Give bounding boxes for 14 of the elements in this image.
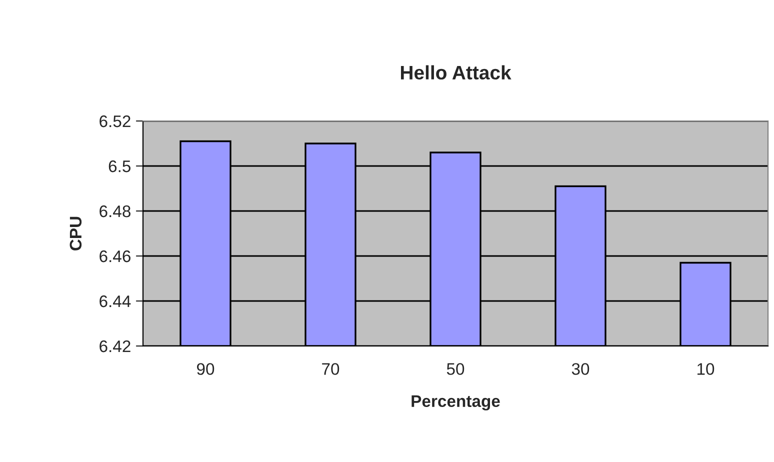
- y-tick-label: 6.44: [100, 295, 131, 308]
- x-axis-title: Percentage: [412, 395, 500, 410]
- y-tick-label: 6.52: [100, 115, 130, 128]
- x-tick-label: 90: [197, 363, 214, 375]
- chart-title: Hello Attack: [400, 65, 512, 80]
- y-tick-label: 6.48: [100, 205, 130, 218]
- x-tick-label: 30: [572, 363, 590, 375]
- y-tick-label: 6.42: [100, 340, 130, 352]
- y-tick-label: 6.5: [108, 160, 130, 172]
- y-tick-label: 6.46: [100, 250, 130, 262]
- x-tick-label: 50: [446, 363, 464, 375]
- y-axis-title: CPU: [70, 216, 82, 250]
- x-tick-label: 70: [322, 363, 340, 375]
- x-tick-label: 10: [698, 363, 714, 375]
